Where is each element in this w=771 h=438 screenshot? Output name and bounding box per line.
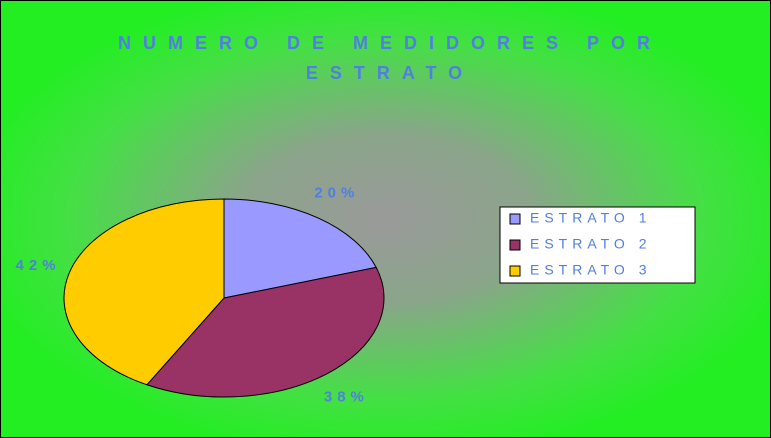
data-label: 20% — [314, 185, 359, 202]
legend-swatch — [509, 213, 521, 225]
data-label: 38% — [324, 388, 369, 405]
legend-box — [499, 206, 696, 284]
legend-swatch — [509, 239, 521, 251]
pie-slice — [223, 198, 377, 299]
legend-swatch — [509, 265, 521, 277]
data-label: 42% — [16, 257, 61, 274]
pie-slice — [146, 266, 385, 398]
pie-slice — [63, 198, 225, 386]
legend-label: ESTRATO 2 — [530, 236, 652, 252]
legend-label: ESTRATO 1 — [530, 210, 652, 226]
chart-title: NUMERO DE MEDIDORES POR ESTRATO — [117, 33, 663, 83]
legend-label: ESTRATO 3 — [530, 262, 652, 278]
